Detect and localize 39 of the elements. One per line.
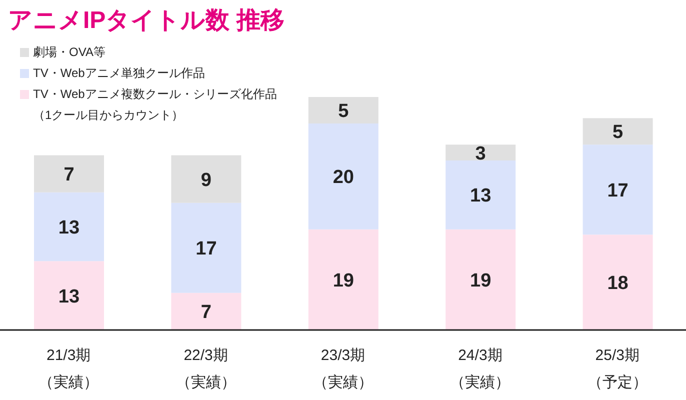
data-label: 18 <box>607 273 628 294</box>
data-label: 5 <box>338 100 350 122</box>
data-label: 7 <box>200 302 212 324</box>
data-label: 13 <box>58 286 80 308</box>
x-tick-label: 24/3期（実績） <box>450 347 510 391</box>
x-tick-label: 21/3期（実績） <box>38 347 99 391</box>
bar <box>171 202 242 293</box>
data-label: 19 <box>470 270 492 292</box>
data-label: 7 <box>64 164 74 186</box>
bar <box>446 160 516 230</box>
data-label: 20 <box>332 167 354 188</box>
bar <box>171 155 242 203</box>
data-label: 19 <box>332 270 354 292</box>
bar <box>308 97 378 124</box>
bar <box>171 292 242 330</box>
data-label: 13 <box>470 186 492 207</box>
data-label: 17 <box>196 238 217 260</box>
bar <box>308 229 378 330</box>
legend-label: 劇場・OVA等 <box>33 44 106 61</box>
data-label: 13 <box>58 217 80 238</box>
bar <box>34 192 104 262</box>
data-label: 3 <box>475 143 486 164</box>
bar <box>446 144 516 161</box>
bar <box>34 155 104 192</box>
x-tick-label: 22/3期（実績） <box>176 347 236 391</box>
data-label: 5 <box>612 122 624 144</box>
bar <box>582 234 653 330</box>
legend-label: TV・Webアニメ複数クール・シリーズ化作品（1クール目からカウント） <box>33 86 277 124</box>
data-label: 9 <box>200 170 212 191</box>
bar <box>446 229 516 330</box>
bar <box>34 261 104 330</box>
bar <box>582 118 653 145</box>
bar <box>582 144 653 235</box>
bar <box>308 123 378 230</box>
chart-title: アニメIPタイトル数 推移 <box>8 6 284 36</box>
data-label: 17 <box>607 180 628 202</box>
legend-label: TV・Webアニメ単独クール作品 <box>33 65 205 82</box>
x-tick-label: 23/3期（実績） <box>313 347 373 391</box>
x-tick-label: 25/3期（予定） <box>587 347 648 391</box>
